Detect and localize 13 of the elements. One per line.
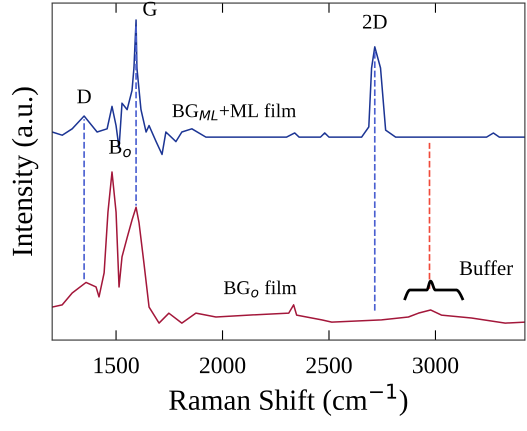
x-axis-title: Raman Shift (cm$^{−1}$) xyxy=(169,384,408,416)
annotation: BG$_{ML}$+ML film xyxy=(172,103,296,120)
annotation: BG$_{o}$ film xyxy=(224,280,296,298)
annotation: D xyxy=(77,90,91,104)
annotation: B$_{o}$ xyxy=(109,140,131,158)
x-tick-label: 1500 xyxy=(94,357,139,374)
x-tick-label: 2500 xyxy=(306,357,352,374)
x-tick-label: 3000 xyxy=(412,357,458,374)
annotation: G xyxy=(143,2,157,16)
x-tick-label: 2000 xyxy=(200,357,246,374)
annotation: Buffer xyxy=(460,260,513,276)
annotation: 2D xyxy=(362,14,387,29)
y-axis-title: Intensity (a.u.) xyxy=(12,87,38,256)
